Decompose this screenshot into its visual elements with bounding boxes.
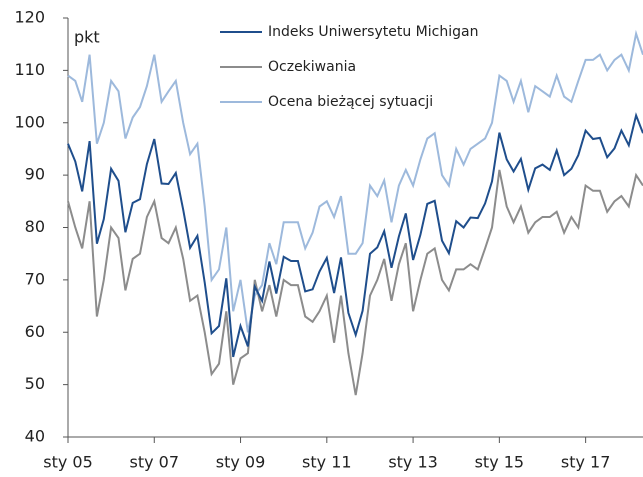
y-tick-label: 100: [14, 112, 45, 131]
y-tick-label: 80: [25, 217, 45, 236]
series-line: [67, 29, 643, 333]
y-tick-label: 40: [25, 427, 45, 446]
y-tick-label: 90: [25, 165, 45, 184]
legend-label: Indeks Uniwersytetu Michigan: [268, 24, 478, 40]
y-tick-label: 60: [25, 322, 45, 341]
x-tick-label: sty 05: [43, 453, 93, 472]
y-tick-label: 110: [14, 60, 45, 79]
x-tick-label: sty 13: [388, 453, 438, 472]
x-tick-label: sty 11: [302, 453, 352, 472]
y-unit-label: pkt: [74, 28, 100, 47]
y-tick-label: 50: [25, 374, 45, 393]
y-tick-label: 70: [25, 269, 45, 288]
series-line: [67, 112, 643, 358]
x-tick-label: sty 09: [216, 453, 266, 472]
legend-label: Oczekiwania: [268, 59, 356, 75]
x-tick-label: sty 17: [561, 453, 611, 472]
series-line: [67, 169, 643, 396]
x-tick-label: sty 07: [130, 453, 180, 472]
x-tick-label: sty 15: [475, 453, 525, 472]
y-tick-label: 120: [14, 8, 45, 27]
legend-label: Ocena bieżącej sytuacji: [268, 94, 433, 110]
